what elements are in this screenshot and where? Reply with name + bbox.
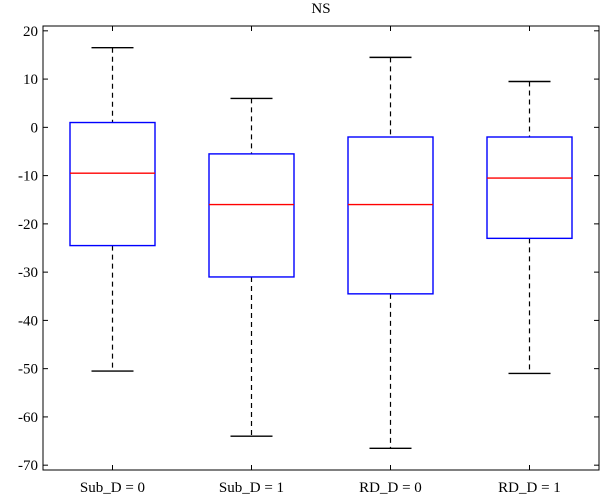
x-axis: Sub_D = 0 Sub_D = 1 RD_D = 0 RD_D = 1 xyxy=(80,26,561,495)
x-tick-label: RD_D = 0 xyxy=(359,480,422,495)
chart-title: NS xyxy=(311,1,330,17)
y-tick-label: 10 xyxy=(23,72,38,88)
iqr-box xyxy=(69,121,156,247)
box-3 xyxy=(347,56,434,449)
y-tick-label: -70 xyxy=(18,458,38,474)
y-tick-label: 0 xyxy=(31,120,39,136)
iqr-box xyxy=(486,136,573,240)
box-2 xyxy=(208,97,295,437)
x-tick-label: RD_D = 1 xyxy=(498,480,561,495)
y-axis: 20 10 0 -10 -20 -30 -40 -50 -60 -70 xyxy=(18,24,599,474)
box-1 xyxy=(69,47,156,372)
iqr-box xyxy=(208,153,295,278)
iqr-box xyxy=(347,136,434,295)
x-tick-label: Sub_D = 1 xyxy=(219,480,284,495)
y-tick-label: 20 xyxy=(23,24,38,40)
box-4 xyxy=(486,80,573,375)
y-tick-label: -60 xyxy=(18,410,38,426)
y-tick-label: -30 xyxy=(18,265,38,281)
y-tick-label: -40 xyxy=(18,313,38,329)
y-tick-label: -20 xyxy=(18,217,38,233)
y-tick-label: -10 xyxy=(18,169,38,185)
plot-area-frame xyxy=(42,25,600,471)
x-tick-label: Sub_D = 0 xyxy=(80,480,145,495)
box-series xyxy=(69,47,573,449)
y-tick-label: -50 xyxy=(18,362,38,378)
